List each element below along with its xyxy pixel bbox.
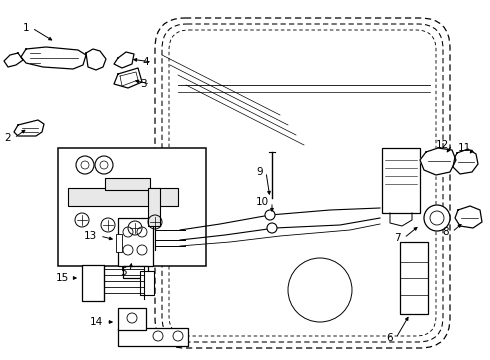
Polygon shape <box>114 52 134 68</box>
Bar <box>140 271 154 295</box>
Text: 5: 5 <box>121 267 127 277</box>
Polygon shape <box>21 47 86 69</box>
Circle shape <box>424 205 450 231</box>
Text: 15: 15 <box>56 273 69 283</box>
Bar <box>118 218 153 266</box>
Bar <box>382 148 420 213</box>
Polygon shape <box>114 68 142 88</box>
Bar <box>82 265 104 301</box>
Bar <box>116 234 122 252</box>
Text: 12: 12 <box>436 140 449 150</box>
Text: 7: 7 <box>394 233 401 243</box>
Polygon shape <box>4 53 23 67</box>
Polygon shape <box>420 148 456 175</box>
Text: 6: 6 <box>387 333 393 343</box>
Text: 13: 13 <box>84 231 97 241</box>
Bar <box>148 188 160 226</box>
Bar <box>105 178 150 190</box>
Bar <box>118 328 188 346</box>
Text: 1: 1 <box>23 23 29 33</box>
Text: 4: 4 <box>143 57 149 67</box>
Text: 8: 8 <box>442 227 449 237</box>
Polygon shape <box>453 149 478 174</box>
Bar <box>118 308 146 330</box>
Bar <box>400 242 428 314</box>
Text: 14: 14 <box>90 317 103 327</box>
Text: 9: 9 <box>256 167 263 177</box>
Polygon shape <box>14 120 44 136</box>
Text: 3: 3 <box>140 79 147 89</box>
Text: 11: 11 <box>458 143 471 153</box>
Circle shape <box>267 223 277 233</box>
Circle shape <box>265 210 275 220</box>
Bar <box>58 148 206 266</box>
Text: 2: 2 <box>4 133 11 143</box>
Bar <box>68 188 178 206</box>
Polygon shape <box>86 49 106 70</box>
Text: 10: 10 <box>256 197 269 207</box>
Polygon shape <box>455 206 482 228</box>
Bar <box>123 266 148 278</box>
